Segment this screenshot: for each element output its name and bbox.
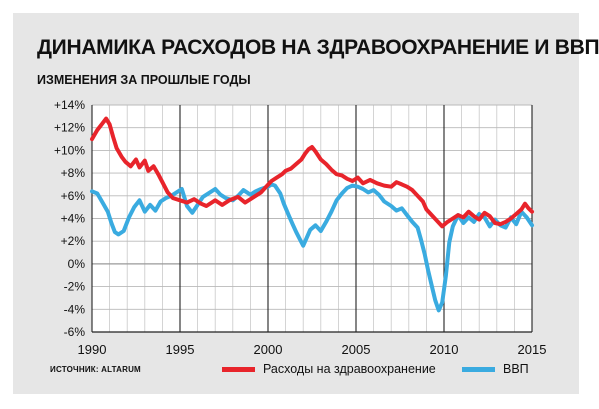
- y-tick-label: -2%: [64, 280, 86, 294]
- chart-subtitle: ИЗМЕНЕНИЯ ЗА ПРОШЛЫЕ ГОДЫ: [37, 73, 251, 87]
- y-tick-label: +12%: [54, 121, 85, 135]
- x-tick-label: 2010: [430, 342, 459, 357]
- source-note: ИСТОЧНИК: ALTARUM: [50, 365, 141, 374]
- grid-lines: [91, 104, 533, 333]
- legend-label-health: Расходы на здравоохранение: [263, 362, 436, 376]
- y-tick-label: +14%: [54, 98, 85, 112]
- legend-item-health: Расходы на здравоохранение: [222, 362, 436, 376]
- y-tick-label: -6%: [64, 325, 86, 339]
- x-tick-label: 2005: [342, 342, 371, 357]
- series-line-health: [90, 116, 534, 229]
- x-tick-label: 1995: [166, 342, 195, 357]
- series-line-gdp: [90, 182, 534, 313]
- y-tick-label: 0%: [68, 257, 86, 271]
- x-axis-tick-labels: 1990 1995 2000 2005 2010 2015: [78, 342, 547, 357]
- y-tick-label: +8%: [61, 166, 86, 180]
- y-tick-label: +6%: [61, 189, 86, 203]
- legend-item-gdp: ВВП: [462, 362, 529, 376]
- y-tick-label: +10%: [54, 143, 85, 157]
- y-axis-tick-labels: +14% +12% +10% +8% +6% +4% +2% 0% -2% -4% -6%: [54, 98, 85, 339]
- series-lines: [90, 116, 534, 313]
- y-tick-label: -4%: [64, 302, 86, 316]
- chart-title: ДИНАМИКА РАСХОДОВ НА ЗДРАВООХРАНЕНИЕ И В…: [37, 36, 599, 59]
- legend-label-gdp: ВВП: [503, 362, 529, 376]
- legend-swatch-health: [222, 366, 255, 372]
- legend-swatch-gdp: [462, 366, 495, 372]
- y-tick-label: +2%: [61, 234, 86, 248]
- x-tick-label: 2000: [254, 342, 283, 357]
- x-tick-label: 2015: [518, 342, 547, 357]
- y-tick-label: +4%: [61, 212, 86, 226]
- x-tick-label: 1990: [78, 342, 107, 357]
